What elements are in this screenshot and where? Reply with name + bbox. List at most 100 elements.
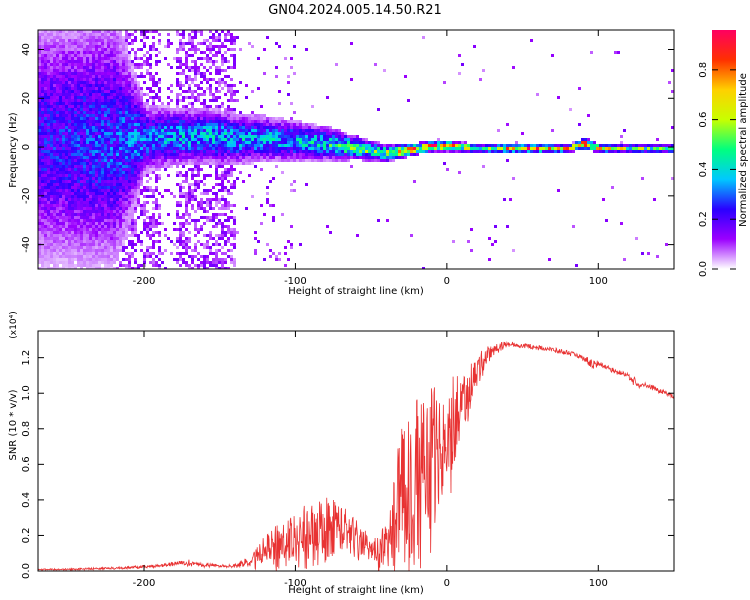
spectrogram-cell: [119, 198, 122, 201]
spectrogram-cell: [218, 132, 221, 135]
spectrogram-cell: [104, 108, 107, 111]
spectrogram-cell: [56, 135, 59, 138]
spectrogram-cell: [197, 99, 200, 102]
spectrogram-cell: [251, 123, 254, 126]
spectrogram-cell: [149, 138, 152, 141]
spectrogram-cell: [152, 225, 155, 228]
spectrogram-cell: [113, 213, 116, 216]
spectrogram-cell: [83, 159, 86, 162]
spectrogram-cell: [197, 93, 200, 96]
spectrogram-cell: [215, 249, 218, 252]
spectrogram-cell: [101, 258, 104, 261]
spectrogram-cell: [209, 84, 212, 87]
spectrogram-cell: [122, 156, 125, 159]
spectrogram-cell: [74, 135, 77, 138]
spectrogram-cell: [209, 87, 212, 90]
spectrogram-cell: [101, 90, 104, 93]
spectrogram-cell: [110, 192, 113, 195]
spectrogram-cell: [311, 159, 314, 162]
spectrogram-cell: [128, 69, 131, 72]
spectrogram-cell: [131, 210, 134, 213]
spectrogram-cell: [254, 129, 257, 132]
spectrogram-cell: [122, 126, 125, 129]
spectrogram-cell: [323, 132, 326, 135]
spectrogram-cell: [263, 117, 266, 120]
spectrogram-cell: [122, 204, 125, 207]
spectrogram-cell: [176, 57, 179, 60]
spectrogram-cell: [83, 42, 86, 45]
spectrogram-cell: [248, 174, 251, 177]
spectrogram-cell: [212, 219, 215, 222]
spectrogram-cell: [221, 267, 224, 269]
spectrogram-cell: [182, 120, 185, 123]
spectrogram-cell: [89, 231, 92, 234]
spectrogram-cell: [176, 105, 179, 108]
spectrogram-cell: [218, 126, 221, 129]
spectrogram-cell: [50, 117, 53, 120]
spectrogram-cell: [227, 141, 230, 144]
spectrogram-cell: [95, 240, 98, 243]
spectrogram-cell: [209, 48, 212, 51]
spectrogram-cell: [344, 147, 347, 150]
spectrogram-cell: [191, 162, 194, 165]
spectrogram-cell: [92, 255, 95, 258]
spectrogram-cell: [41, 39, 44, 42]
spectrogram-cell: [170, 192, 173, 195]
spectrogram-cell: [53, 48, 56, 51]
spectrogram-cell: [38, 90, 41, 93]
spectrogram-cell: [83, 213, 86, 216]
spectrogram-cell: [128, 138, 131, 141]
spectrogram-cell: [155, 189, 158, 192]
spectrogram-cell: [170, 120, 173, 123]
spectrogram-cell: [209, 45, 212, 48]
spectrogram-cell: [83, 228, 86, 231]
spectrogram-cell: [134, 147, 137, 150]
spectrogram-cell: [206, 153, 209, 156]
spectrogram-cell: [38, 120, 41, 123]
spectrogram-cell: [227, 99, 230, 102]
spectrogram-cell: [230, 192, 233, 195]
spectrogram-cell: [116, 123, 119, 126]
spectrogram-cell: [182, 165, 185, 168]
spectrogram-cell: [77, 51, 80, 54]
spectrogram-cell: [143, 75, 146, 78]
spectrogram-cell: [134, 243, 137, 246]
spectrogram-cell: [92, 189, 95, 192]
spectrogram-cell: [227, 267, 230, 269]
spectrogram-cell: [383, 156, 386, 159]
spectrogram-cell: [89, 210, 92, 213]
spectrogram-cell: [65, 159, 68, 162]
spectrogram-cell: [272, 156, 275, 159]
spectrogram-cell: [332, 138, 335, 141]
spectrogram-cell: [134, 204, 137, 207]
spectrogram-cell: [107, 129, 110, 132]
spectrogram-cell: [71, 78, 74, 81]
spectrogram-cell: [284, 264, 287, 267]
spectrogram-cell: [140, 63, 143, 66]
spectrogram-cell: [182, 63, 185, 66]
spectrogram-cell: [218, 243, 221, 246]
spectrogram-cell: [47, 258, 50, 261]
spectrogram-cell: [218, 141, 221, 144]
spectrogram-cell: [230, 114, 233, 117]
spectrogram-cell: [86, 60, 89, 63]
spectrogram-cell: [89, 246, 92, 249]
spectrogram-cell: [50, 111, 53, 114]
spectrogram-cell: [221, 174, 224, 177]
spectrogram-cell: [149, 186, 152, 189]
spectrogram-cell: [53, 189, 56, 192]
spectrogram-cell: [338, 150, 341, 153]
spectrogram-cell: [194, 72, 197, 75]
spectrogram-cell: [53, 216, 56, 219]
spectrogram-cell: [257, 117, 260, 120]
spectrogram-cell: [89, 99, 92, 102]
spectrogram-cell: [374, 147, 377, 150]
spectrogram-cell: [50, 153, 53, 156]
spectrogram-cell: [218, 69, 221, 72]
spectrogram-cell: [80, 84, 83, 87]
spectrogram-cell: [383, 144, 386, 147]
spectrogram-cell: [296, 156, 299, 159]
spectrogram-cell: [74, 249, 77, 252]
spectrogram-cell: [200, 216, 203, 219]
spectrogram-cell: [59, 195, 62, 198]
